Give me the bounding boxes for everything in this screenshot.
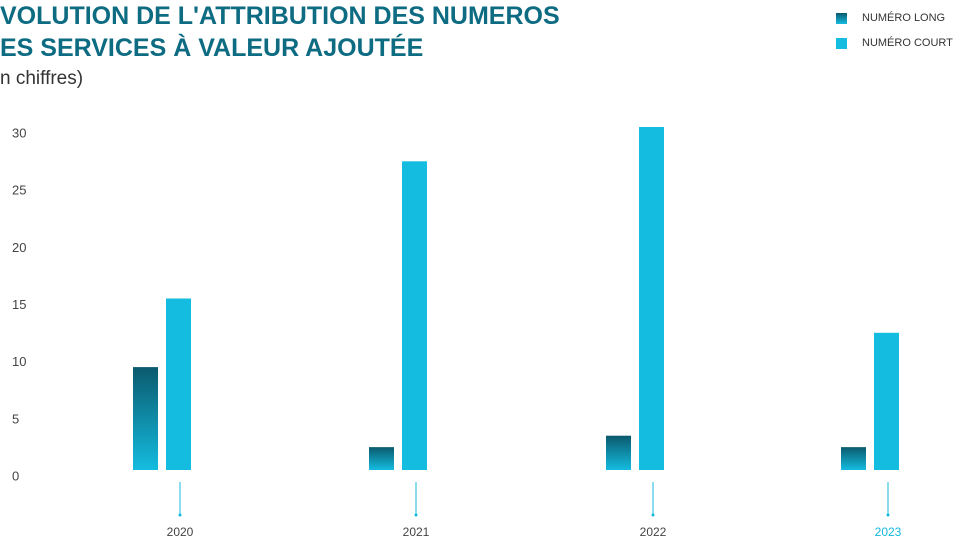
x-tick-dot bbox=[178, 513, 182, 517]
bar bbox=[402, 161, 427, 471]
x-tick-dot bbox=[886, 513, 890, 517]
y-tick-label: 0 bbox=[12, 468, 19, 483]
bar bbox=[874, 332, 899, 470]
x-tick-label: 2023 bbox=[875, 525, 902, 539]
legend-label: NUMÉRO LONG bbox=[862, 11, 945, 24]
bar bbox=[133, 367, 158, 470]
y-tick-label: 20 bbox=[12, 240, 26, 255]
y-tick-label: 25 bbox=[12, 183, 26, 198]
x-tick-label: 2020 bbox=[167, 525, 194, 539]
bar bbox=[841, 447, 866, 470]
chart-subtitle: n chiffres) bbox=[0, 68, 83, 89]
bar bbox=[606, 435, 631, 470]
legend-label: NUMÉRO COURT bbox=[862, 36, 953, 49]
x-tick-dot bbox=[414, 513, 418, 517]
y-tick-label: 10 bbox=[12, 354, 26, 369]
y-tick-label: 30 bbox=[12, 125, 26, 140]
chart-title: VOLUTION DE L'ATTRIBUTION DES NUMEROS bbox=[0, 2, 560, 30]
x-tick-label: 2021 bbox=[403, 525, 430, 539]
chart-title: ES SERVICES À VALEUR AJOUTÉE bbox=[0, 33, 423, 62]
legend-swatch bbox=[836, 13, 847, 24]
bar bbox=[369, 447, 394, 470]
bar bbox=[166, 298, 191, 470]
y-tick-label: 5 bbox=[12, 411, 19, 426]
x-tick-label: 2022 bbox=[640, 525, 667, 539]
y-tick-label: 15 bbox=[12, 297, 26, 312]
bar bbox=[639, 127, 664, 470]
x-tick-dot bbox=[651, 513, 655, 517]
legend-swatch bbox=[836, 38, 847, 49]
